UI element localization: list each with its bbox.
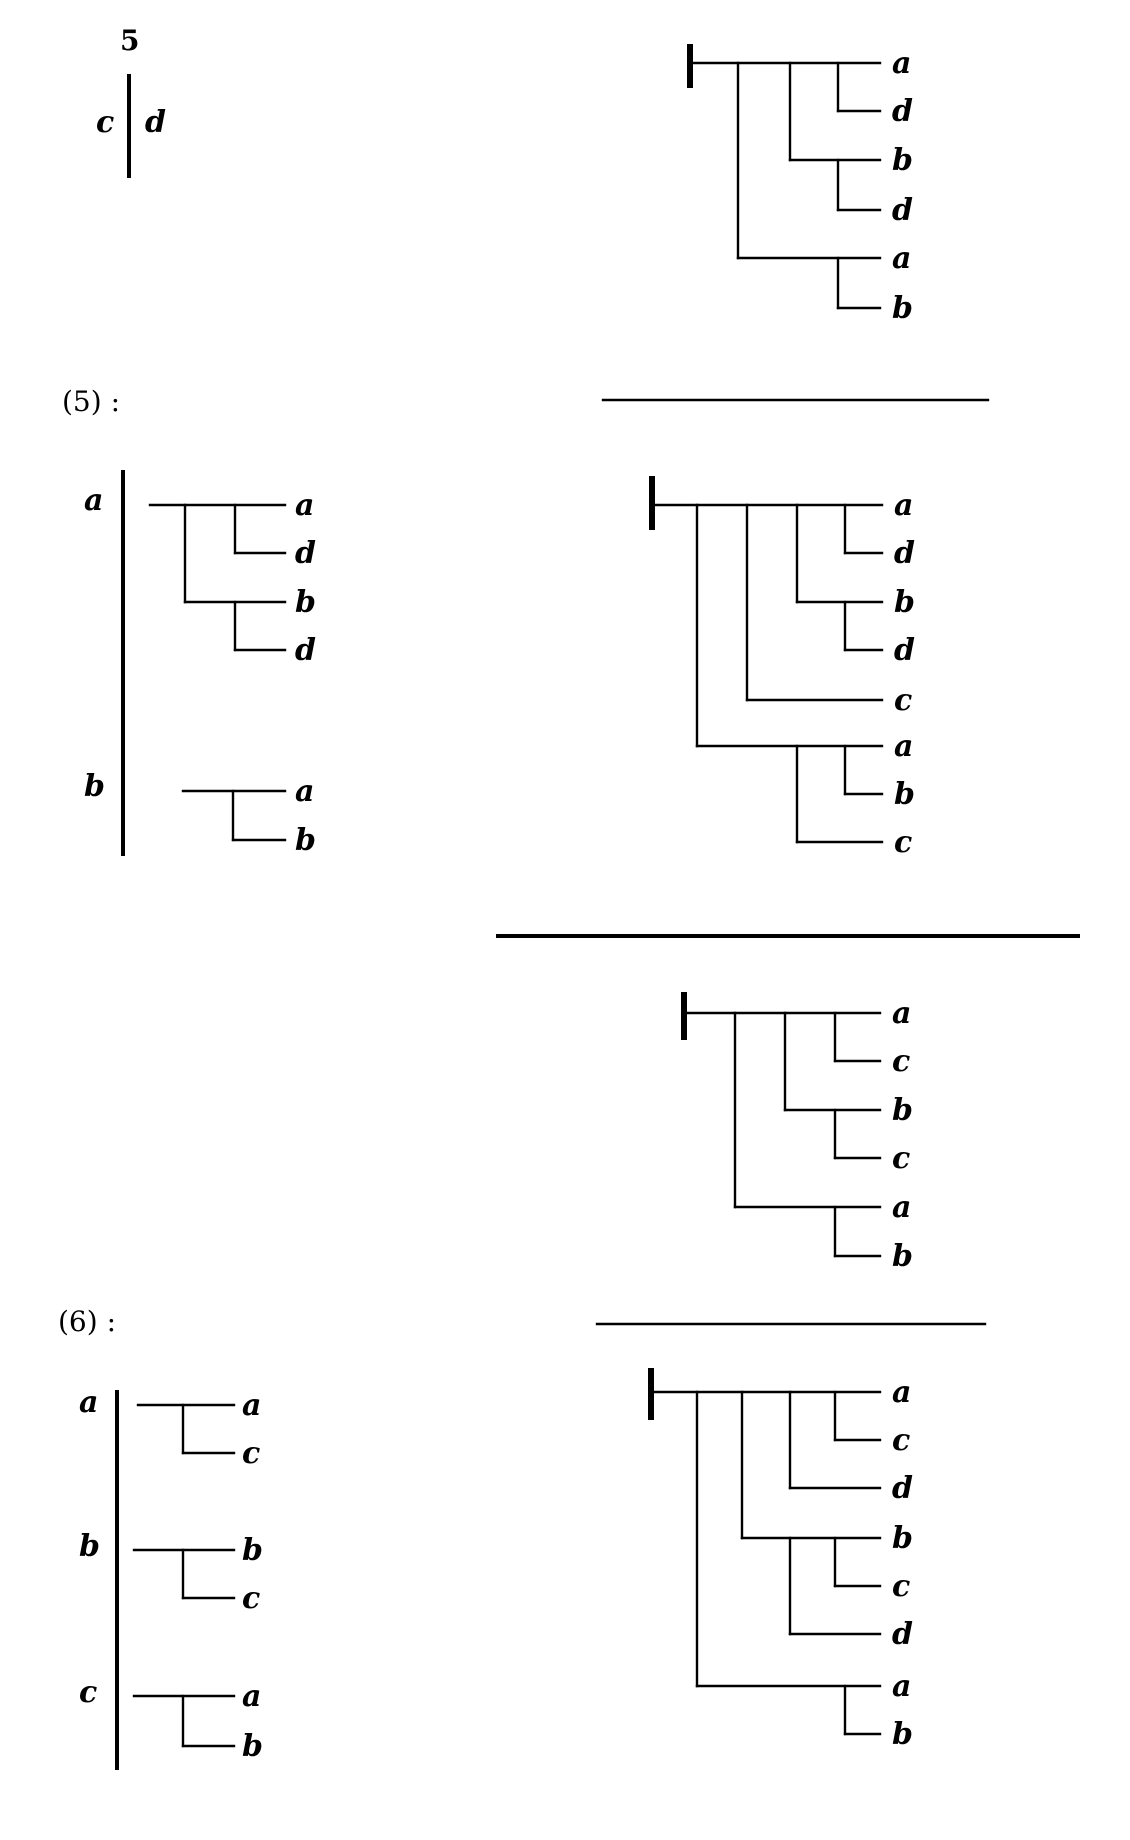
- tree-4-leaf: b: [892, 1521, 913, 1556]
- tree-2-leaf: b: [894, 777, 915, 812]
- subtree-6b: b c: [132, 1533, 263, 1616]
- partition-label-a: a: [79, 1385, 98, 1420]
- tree-1-leaf: d: [892, 94, 913, 129]
- tree-3-leaf: a: [892, 1190, 911, 1225]
- tree-4-leaf: d: [892, 1617, 913, 1652]
- subtree-6b-leaf: b: [242, 1533, 263, 1568]
- subtree-6a-leaf: c: [242, 1436, 260, 1471]
- partition-label-d: d: [145, 105, 166, 140]
- subtree-6c: a b: [132, 1679, 263, 1764]
- tree-2-leaf: c: [894, 825, 912, 860]
- subtree-5b: a b: [181, 774, 316, 858]
- tree-4-leaf: c: [892, 1569, 910, 1604]
- tree-2-leaf: c: [894, 683, 912, 718]
- partition-label-a: a: [84, 483, 103, 518]
- tree-2-leaf: a: [894, 729, 913, 764]
- tree-4: a c d b c d a b: [648, 1368, 913, 1752]
- tree-3-leaf: b: [892, 1093, 913, 1128]
- tree-4-leaf: a: [892, 1669, 911, 1704]
- step-5-partition: a b a d b d a b: [84, 470, 316, 858]
- partition-label-b: b: [84, 769, 105, 804]
- tree-4-leaf: b: [892, 1717, 913, 1752]
- step-6-label: (6) :: [58, 1305, 116, 1338]
- tree-2-leaf: a: [894, 488, 913, 523]
- subtree-5a-leaf: d: [295, 633, 316, 668]
- tree-2: a d b d c a b c: [649, 476, 915, 860]
- tree-4-leaf: d: [892, 1471, 913, 1506]
- tree-1-leaf: b: [892, 291, 913, 326]
- tree-4-leaf: c: [892, 1423, 910, 1458]
- tree-3-leaf: c: [892, 1044, 910, 1079]
- partition-label-c: c: [96, 105, 114, 140]
- subtree-5a-leaf: d: [295, 536, 316, 571]
- tree-1-leaf: a: [892, 241, 911, 276]
- partition-label-b: b: [79, 1529, 100, 1564]
- subtree-6a-leaf: a: [242, 1388, 261, 1423]
- subtree-6c-leaf: a: [242, 1679, 261, 1714]
- tree-1-leaf: a: [892, 46, 911, 81]
- step-5-label: (5) :: [62, 385, 120, 418]
- tree-1-leaf: b: [892, 143, 913, 178]
- tree-1: a d b d a b: [687, 44, 913, 326]
- tree-3-leaf: a: [892, 996, 911, 1031]
- tree-2-leaf: d: [894, 633, 915, 668]
- step-6-partition: a b c a c b c a b: [79, 1385, 263, 1770]
- tree-4-leaf: a: [892, 1375, 911, 1410]
- top-left-partition: c d: [96, 74, 166, 178]
- tree-1-leaf: d: [892, 193, 913, 228]
- tree-3: a c b c a b: [681, 992, 913, 1274]
- subtree-5a-leaf: a: [295, 488, 314, 523]
- subtree-6b-leaf: c: [242, 1581, 260, 1616]
- tree-2-leaf: b: [894, 585, 915, 620]
- subtree-5b-leaf: a: [295, 774, 314, 809]
- subtree-6c-leaf: b: [242, 1729, 263, 1764]
- tree-2-leaf: d: [894, 536, 915, 571]
- tree-3-leaf: b: [892, 1239, 913, 1274]
- tree-3-leaf: c: [892, 1141, 910, 1176]
- top-number: 5: [120, 24, 139, 57]
- subtree-6a: a c: [136, 1388, 261, 1471]
- partition-label-c: c: [79, 1675, 97, 1710]
- subtree-5a-leaf: b: [295, 585, 316, 620]
- subtree-5b-leaf: b: [295, 823, 316, 858]
- subtree-5a: a d b d: [148, 488, 316, 668]
